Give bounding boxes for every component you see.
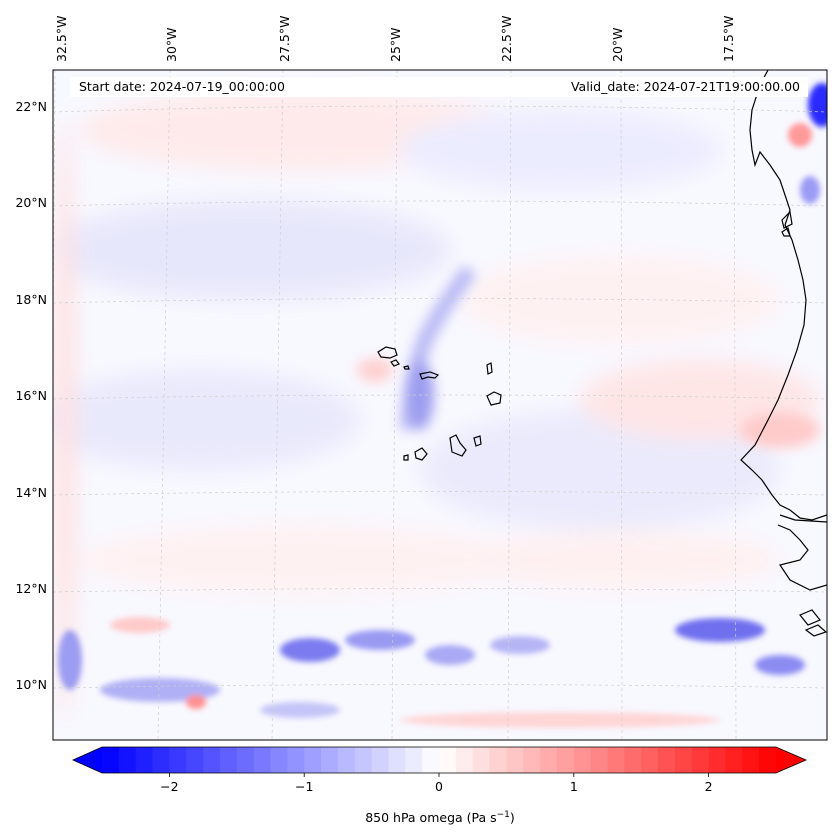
graticule <box>53 70 827 740</box>
lat-label: 12°N <box>15 581 47 596</box>
map-frame <box>52 69 828 741</box>
start-date-label: Start date: 2024-07-19_00:00:00 <box>79 79 285 94</box>
lat-label: 18°N <box>15 292 47 307</box>
coastlines <box>377 70 827 637</box>
colorbar-cell <box>102 747 120 773</box>
colorbar-outline <box>72 746 808 774</box>
lon-label: 20°W <box>610 27 625 62</box>
island-sao-nicolau <box>419 371 440 380</box>
colorbar-tick-label: −1 <box>295 779 313 794</box>
lon-label: 17.5°W <box>721 16 736 62</box>
colorbar-cell <box>304 747 322 773</box>
colorbar-ticks: −2 −1 0 1 2 <box>160 773 713 794</box>
colorbar-cell <box>725 747 743 773</box>
colorbar-tick-label: 0 <box>435 779 443 794</box>
colorbar-cell <box>287 747 305 773</box>
lat-label: 20°N <box>15 195 47 210</box>
colorbar: −2 −1 0 1 2 850 hPa omega (Pa s−1) <box>72 746 808 825</box>
colorbar-cell <box>388 747 406 773</box>
colorbar-low-extension <box>73 747 102 773</box>
colorbar-cell <box>540 747 558 773</box>
lon-label: 32.5°W <box>54 16 69 62</box>
colorbar-cell <box>203 747 221 773</box>
colorbar-cell <box>489 747 507 773</box>
colorbar-tick-label: 1 <box>570 779 578 794</box>
lon-label: 25°W <box>388 27 403 62</box>
colorbar-cell <box>439 747 457 773</box>
colorbar-cell <box>556 747 575 773</box>
colorbar-cell <box>759 747 777 773</box>
island-fogo <box>414 447 428 461</box>
island-santo-antao <box>377 346 398 359</box>
colorbar-cell <box>523 747 541 773</box>
colorbar-cell <box>337 747 356 773</box>
colorbar-cell <box>422 747 440 773</box>
lat-label: 10°N <box>15 677 47 692</box>
colorbar-cell <box>472 747 491 773</box>
island-santa-luzia <box>403 365 410 370</box>
island-maio <box>473 435 482 447</box>
lat-label: 14°N <box>15 485 47 500</box>
lat-label: 16°N <box>15 388 47 403</box>
colorbar-cell <box>742 747 760 773</box>
colorbar-cell <box>573 747 592 773</box>
colorbar-cell <box>607 747 625 773</box>
colorbar-cell <box>219 747 238 773</box>
colorbar-cell <box>152 747 170 773</box>
colorbar-cell <box>658 747 676 773</box>
colorbar-high-extension <box>776 747 806 773</box>
colorbar-cells <box>102 747 777 773</box>
colorbar-cell <box>405 747 423 773</box>
island-boa-vista <box>486 391 502 406</box>
lon-label: 27.5°W <box>277 16 292 62</box>
latitude-labels: 22°N 20°N 18°N 16°N 14°N 12°N 10°N <box>15 99 47 692</box>
colorbar-cell <box>186 747 204 773</box>
colorbar-cell <box>321 747 339 773</box>
guinea-coast <box>777 524 827 591</box>
lon-label: 22.5°W <box>499 16 514 62</box>
island-santiago <box>449 434 467 457</box>
colorbar-cell <box>641 747 659 773</box>
colorbar-cell <box>118 747 137 773</box>
colorbar-tick-label: 2 <box>705 779 713 794</box>
colorbar-cell <box>270 747 288 773</box>
island-sao-vicente <box>390 359 400 367</box>
omega-field <box>53 83 827 728</box>
africa-coastline <box>740 70 827 521</box>
colorbar-cell <box>169 747 187 773</box>
colorbar-tick-label: −2 <box>160 779 178 794</box>
colorbar-cell <box>354 747 373 773</box>
colorbar-cell <box>371 747 389 773</box>
lon-label: 30°W <box>164 27 179 62</box>
lat-label: 22°N <box>15 99 47 114</box>
colorbar-cell <box>253 747 271 773</box>
colorbar-cell <box>691 747 710 773</box>
colorbar-cell <box>708 747 726 773</box>
valid-date-label: Valid_date: 2024-07-21T19:00:00.00 <box>571 79 800 94</box>
colorbar-cell <box>506 747 524 773</box>
colorbar-cell <box>455 747 474 773</box>
colorbar-cell <box>236 747 255 773</box>
colorbar-cell <box>674 747 693 773</box>
colorbar-cell <box>590 747 608 773</box>
island-brava <box>403 454 409 461</box>
map-panel: Start date: 2024-07-19_00:00:00 Valid_da… <box>52 69 828 741</box>
date-banner <box>70 77 808 97</box>
colorbar-cell <box>135 747 154 773</box>
colorbar-label: 850 hPa omega (Pa s−1) <box>365 810 515 825</box>
longitude-labels: 32.5°W 30°W 27.5°W 25°W 22.5°W 20°W 17.5… <box>54 16 736 62</box>
colorbar-cell <box>624 747 642 773</box>
island-sal <box>486 362 493 375</box>
